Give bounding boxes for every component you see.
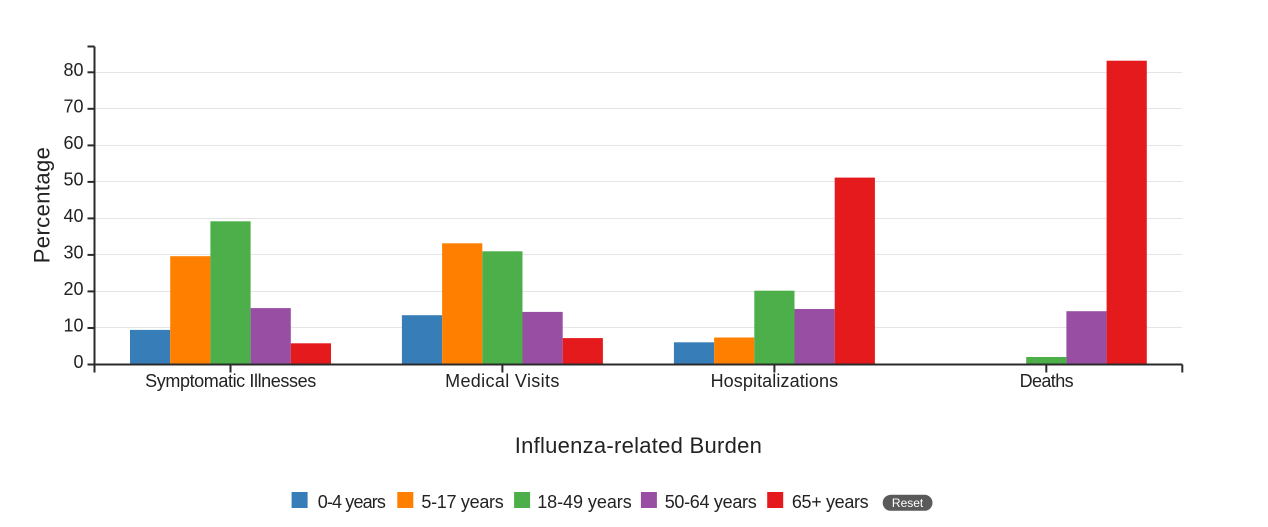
svg-text:80: 80 <box>63 60 83 80</box>
svg-text:50-64 years: 50-64 years <box>665 492 757 512</box>
svg-text:5-17 years: 5-17 years <box>421 492 503 512</box>
svg-text:18-49 years: 18-49 years <box>537 492 632 512</box>
svg-text:Percentage: Percentage <box>30 147 55 264</box>
svg-text:Deaths: Deaths <box>1020 371 1074 391</box>
svg-text:Symptomatic Illnesses: Symptomatic Illnesses <box>145 371 316 391</box>
svg-text:10: 10 <box>63 316 83 336</box>
svg-text:Reset: Reset <box>892 496 924 510</box>
svg-text:Influenza-related Burden: Influenza-related Burden <box>515 433 762 458</box>
svg-text:0-4 years: 0-4 years <box>318 492 386 512</box>
svg-text:0: 0 <box>73 352 83 372</box>
svg-text:20: 20 <box>63 279 83 299</box>
svg-text:65+ years: 65+ years <box>792 492 869 512</box>
svg-text:Medical Visits: Medical Visits <box>445 371 560 391</box>
svg-text:Hospitalizations: Hospitalizations <box>711 371 839 391</box>
svg-text:50: 50 <box>63 169 83 189</box>
svg-text:70: 70 <box>63 96 83 116</box>
svg-text:40: 40 <box>63 206 83 226</box>
svg-text:60: 60 <box>63 133 83 153</box>
svg-text:30: 30 <box>63 242 83 262</box>
